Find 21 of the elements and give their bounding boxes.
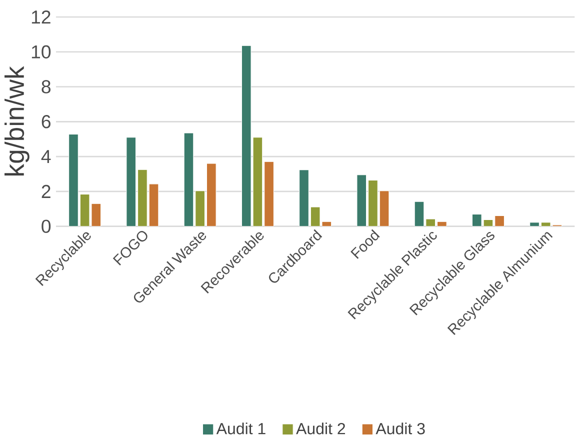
y-tick-label: 2 (42, 184, 50, 198)
y-tick-label: 12 (32, 10, 50, 24)
bar (241, 45, 252, 226)
legend-label: Audit 1 (216, 422, 266, 434)
y-tick-label: 4 (41, 150, 51, 163)
bar (494, 216, 504, 226)
bar (379, 190, 390, 226)
legend-label: Audit 2 (296, 422, 346, 434)
y-axis-title: kg/bin/wk (4, 66, 30, 176)
y-tick-label: 8 (42, 80, 50, 94)
bar (206, 163, 216, 226)
legend-label: Audit 3 (376, 422, 425, 434)
bar (184, 132, 194, 226)
bar (126, 137, 136, 226)
bar (264, 161, 274, 226)
bar (68, 134, 78, 226)
y-tick-label: 10 (32, 45, 51, 58)
y-tick-label: 0 (42, 220, 51, 233)
y-tick-label: 6 (42, 115, 50, 128)
bar (356, 174, 367, 226)
bar (299, 170, 309, 226)
